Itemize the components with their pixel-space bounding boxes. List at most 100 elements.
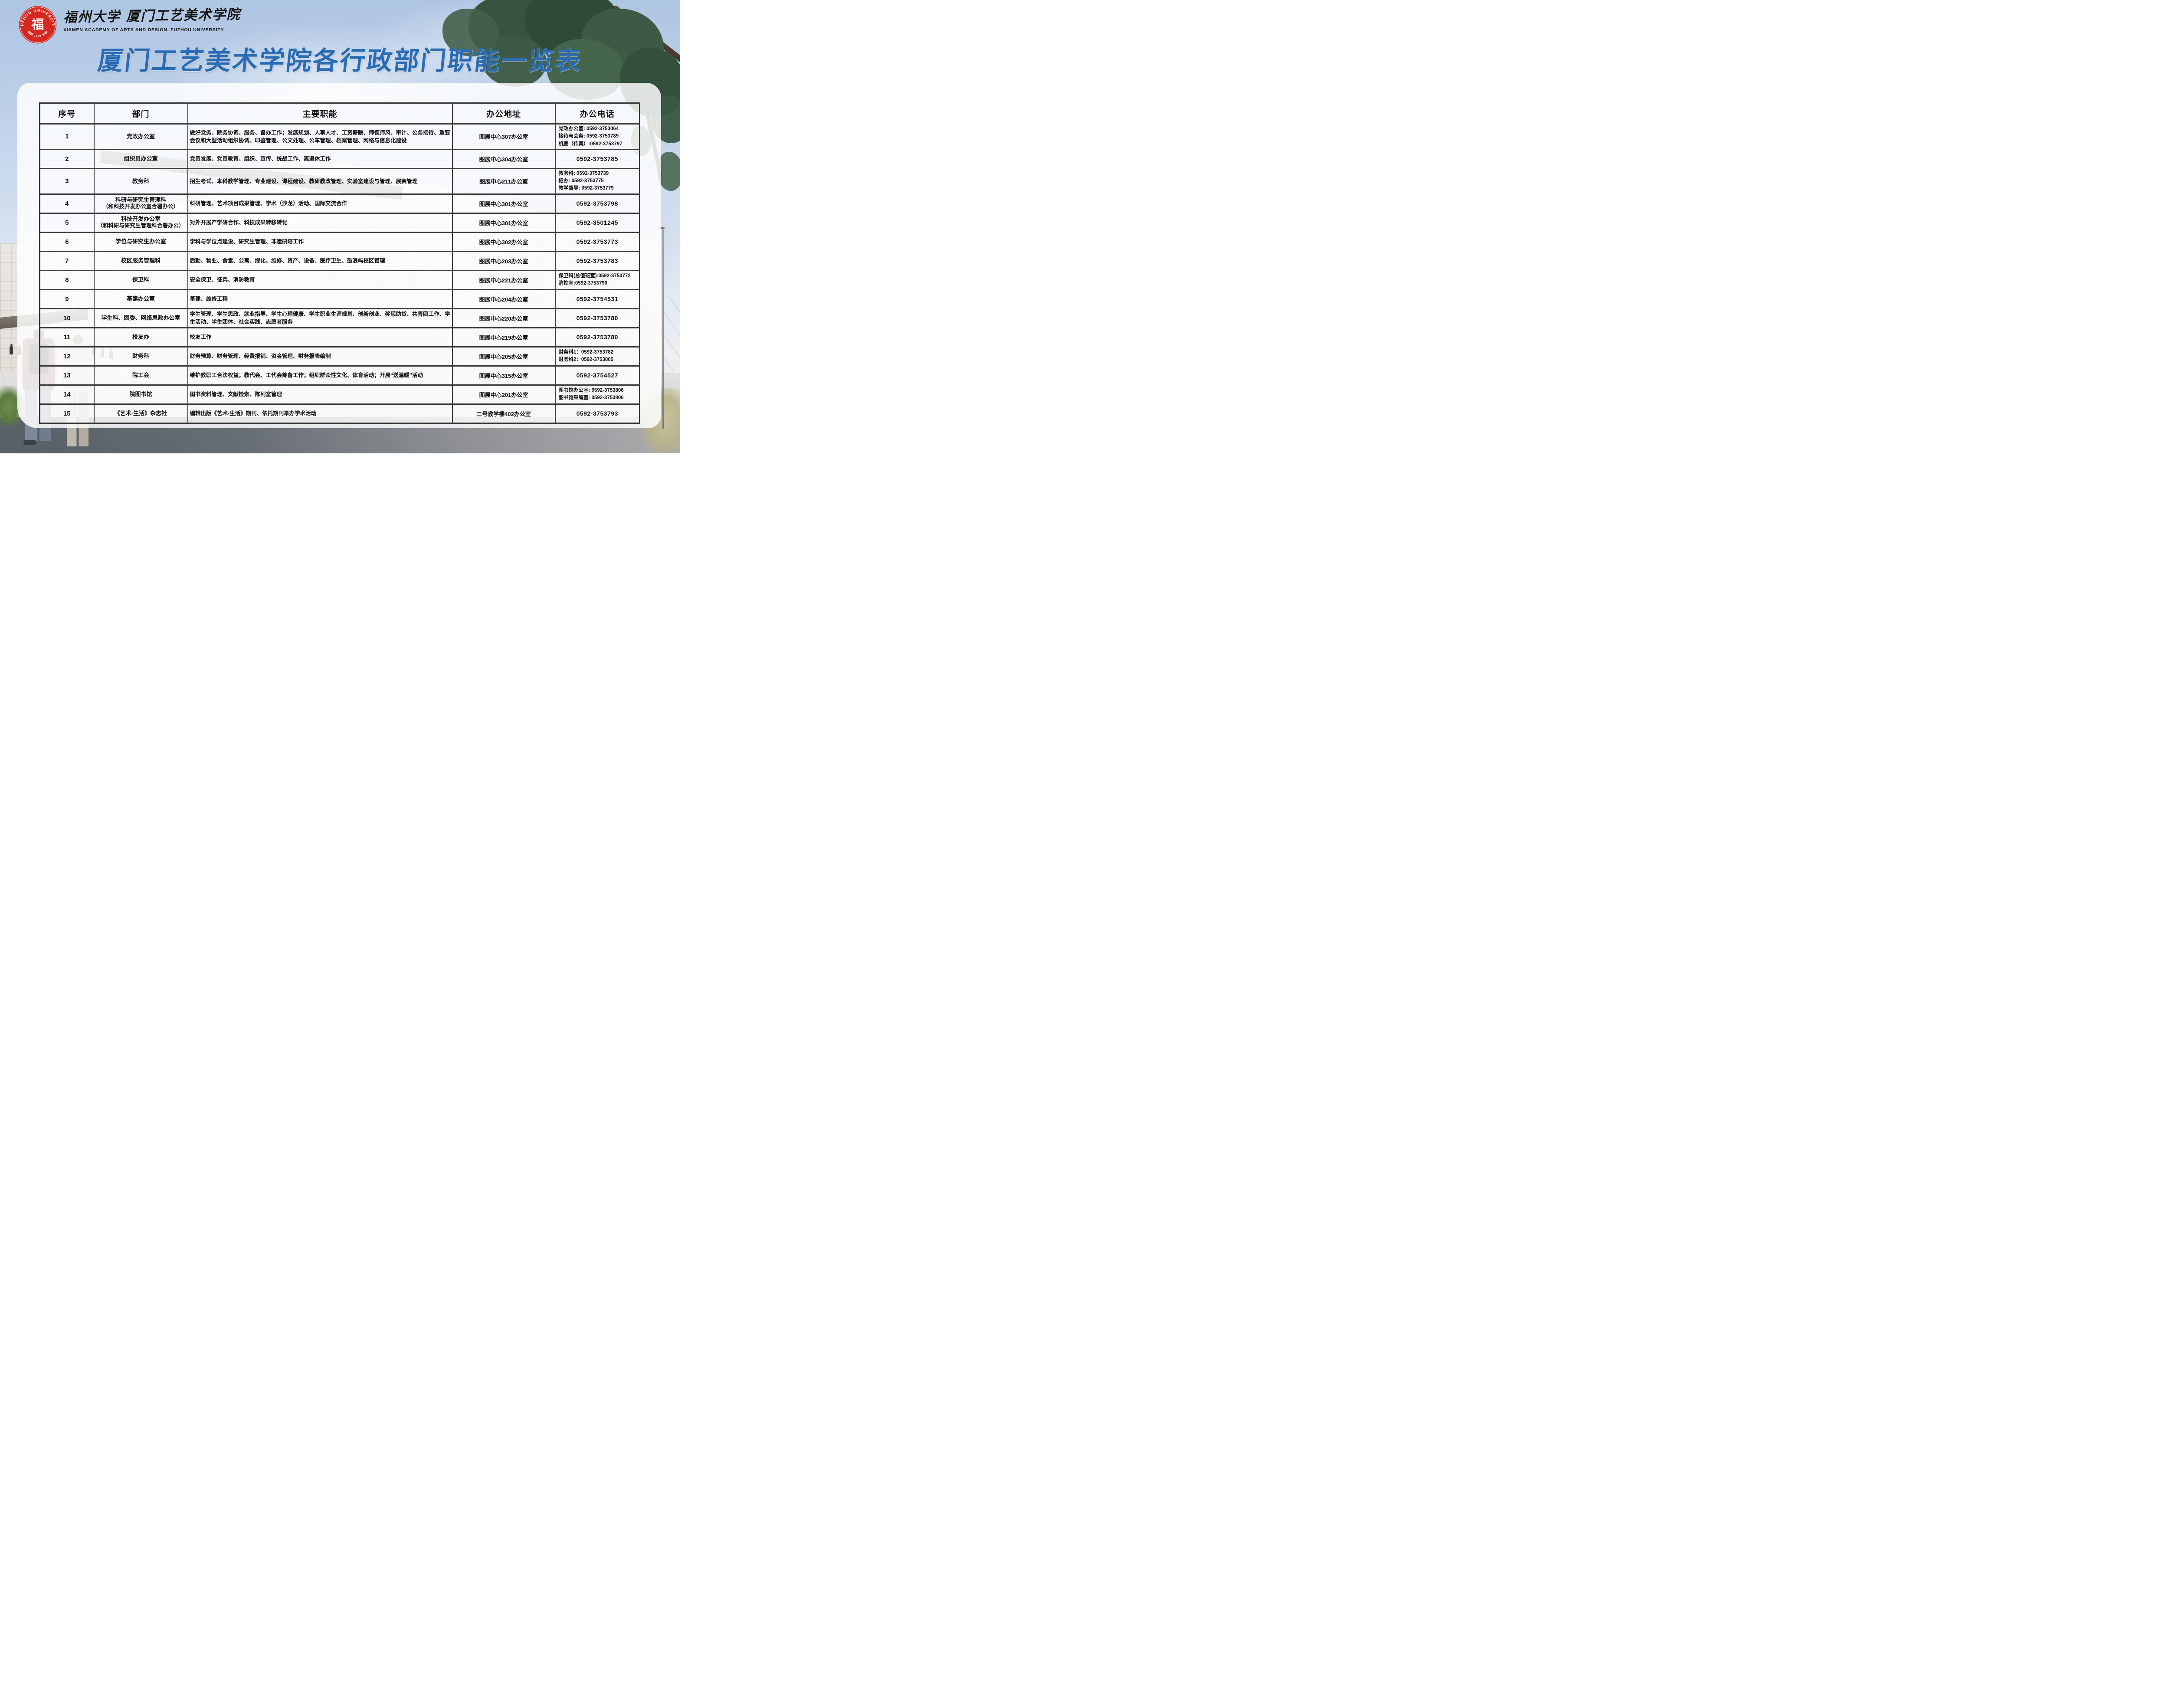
cell-row-number: 10 bbox=[39, 308, 95, 328]
cell-functions: 图书资料管理、文献检索、陈列室管理 bbox=[187, 384, 453, 405]
cell-address: 图展中心315办公室 bbox=[452, 365, 556, 386]
cell-phone: 0592-3753780 bbox=[554, 308, 640, 328]
cell-department: 党政办公室 bbox=[93, 123, 188, 150]
cell-address: 图展中心203办公室 bbox=[452, 250, 556, 271]
cell-row-number: 14 bbox=[39, 384, 95, 405]
poster-title: 厦门工艺美术学院各行政部门职能一览表 bbox=[96, 46, 583, 75]
cell-phone: 0592-3754527 bbox=[554, 365, 640, 386]
cell-address: 图展中心301办公室 bbox=[452, 212, 556, 233]
cell-department: 财务科 bbox=[93, 346, 188, 367]
cell-phone: 0592-3754531 bbox=[554, 288, 640, 309]
cell-phone: 0592-3753785 bbox=[554, 148, 640, 169]
cell-functions: 基建、维修工程 bbox=[187, 288, 453, 309]
cell-functions: 编辑出版《艺术·生活》期刊、依托期刊举办学术活动 bbox=[187, 403, 453, 424]
cell-row-number: 9 bbox=[39, 288, 95, 309]
cell-address: 图展中心204办公室 bbox=[452, 288, 556, 309]
table-row: 10 学生科、团委、网络思政办公室 学生管理、学生思政、就业指导、学生心理健康、学生… bbox=[39, 308, 640, 328]
cell-department: 校友办 bbox=[93, 327, 188, 348]
cell-row-number: 1 bbox=[39, 123, 95, 150]
cell-functions: 党员发展、党员教育、组织、宣传、统战工作、离退休工作 bbox=[187, 148, 453, 169]
department-functions-table: 序号 部门 主要职能 办公地址 办公电话 1 党政办公室 做好党务、院务协调、服务、… bbox=[39, 102, 640, 424]
university-name-calligraphy: 福州大学 厦门工艺美术学院 bbox=[63, 7, 241, 26]
cell-functions: 财务预算、财务管理、经费报销、资金管理、财务报表编制 bbox=[187, 346, 453, 367]
header-row: 序号 部门 主要职能 办公地址 办公电话 bbox=[39, 102, 640, 125]
cell-phone: 0592-3753783 bbox=[554, 250, 640, 271]
lamp-post bbox=[662, 229, 664, 429]
table-row: 9 基建办公室 基建、维修工程 图展中心204办公室 0592-3754531 bbox=[39, 288, 640, 309]
cell-phone: 0592-3501245 bbox=[554, 212, 640, 233]
cell-phone: 保卫科(总值班室):0592-3753772 消控室:0592-3753790 bbox=[554, 269, 640, 290]
table-row: 3 教务科 招生考试、本科教学管理、专业建设、课程建设、教研教改管理、实验室建设与管… bbox=[39, 167, 640, 195]
cell-row-number: 13 bbox=[39, 365, 95, 386]
cell-department: 组织员办公室 bbox=[93, 148, 188, 169]
poster: FUZHOU UNIVERSITY 福州 1958 大学 福 福州大学 厦门工艺… bbox=[0, 0, 680, 453]
university-name-english: XIAMEN ACADEMY OF ARTS AND DESIGN. FUZHO… bbox=[63, 27, 224, 33]
pedestrian bbox=[10, 344, 13, 354]
cell-phone: 图书馆办公室: 0592-3753806 图书馆采编室: 0592-3753806 bbox=[554, 384, 640, 405]
cell-row-number: 6 bbox=[39, 231, 95, 252]
cell-functions: 维护教职工合法权益；教代会、工代会筹备工作；组织群众性文化、体育活动；开展“送温… bbox=[187, 365, 453, 386]
cell-department: 保卫科 bbox=[93, 269, 188, 290]
cell-functions: 科研管理、艺术项目成果管理、学术（沙龙）活动、国际交流合作 bbox=[187, 193, 453, 214]
table-body: 1 党政办公室 做好党务、院务协调、服务、督办工作；发展规划、人事人才、工资薪酬、师… bbox=[39, 123, 640, 424]
col-header-functions: 主要职能 bbox=[187, 102, 453, 125]
cell-row-number: 15 bbox=[39, 403, 95, 424]
table-row: 15 《艺术·生活》杂志社 编辑出版《艺术·生活》期刊、依托期刊举办学术活动 二号教学… bbox=[39, 403, 640, 424]
cell-address: 图展中心201办公室 bbox=[452, 384, 556, 405]
col-header-phone: 办公电话 bbox=[554, 102, 640, 125]
cell-department: 《艺术·生活》杂志社 bbox=[93, 403, 188, 424]
cell-row-number: 8 bbox=[39, 269, 95, 290]
cell-row-number: 11 bbox=[39, 327, 95, 348]
col-header-address: 办公地址 bbox=[452, 102, 556, 125]
tree-top-right bbox=[416, 0, 680, 265]
cell-department: 科技开发办公室 （和科研与研究生管理科合署办公） bbox=[93, 212, 188, 233]
university-seal: FUZHOU UNIVERSITY 福州 1958 大学 福 bbox=[18, 5, 57, 44]
cell-row-number: 4 bbox=[39, 193, 95, 214]
cell-department: 院工会 bbox=[93, 365, 188, 386]
cell-phone: 教务科: 0592-3753739 招办: 0592-3753775 教学督导: 0… bbox=[554, 167, 640, 195]
cell-address: 图展中心219办公室 bbox=[452, 327, 556, 348]
table-row: 8 保卫科 安全保卫、征兵、消防教育 图展中心221办公室 保卫科(总值班室):0592… bbox=[39, 269, 640, 290]
cell-functions: 校友工作 bbox=[187, 327, 453, 348]
cell-row-number: 2 bbox=[39, 148, 95, 169]
cell-address: 二号教学楼402办公室 bbox=[452, 403, 556, 424]
cell-address: 图展中心301办公室 bbox=[452, 193, 556, 214]
cell-address: 图展中心221办公室 bbox=[452, 269, 556, 290]
cell-row-number: 12 bbox=[39, 346, 95, 367]
cell-department: 学位与研究生办公室 bbox=[93, 231, 188, 252]
cell-phone: 0592-3753793 bbox=[554, 403, 640, 424]
cell-row-number: 3 bbox=[39, 167, 95, 195]
cell-department: 基建办公室 bbox=[93, 288, 188, 309]
person-shoe bbox=[23, 440, 36, 445]
cell-functions: 对外开展产学研合作、科技成果转移转化 bbox=[187, 212, 453, 233]
table-card: 序号 部门 主要职能 办公地址 办公电话 1 党政办公室 做好党务、院务协调、服务、… bbox=[17, 83, 661, 428]
header-logo-row: FUZHOU UNIVERSITY 福州 1958 大学 福 福州大学 厦门工艺… bbox=[18, 5, 241, 44]
cell-address: 图展中心302办公室 bbox=[452, 231, 556, 252]
cell-functions: 招生考试、本科教学管理、专业建设、课程建设、教研教改管理、实验室建设与管理、展赛… bbox=[187, 167, 453, 195]
tree-foliage bbox=[442, 9, 499, 56]
cell-department: 校区服务管理科 bbox=[93, 250, 188, 271]
cell-phone: 0592-3753780 bbox=[554, 327, 640, 348]
table-row: 7 校区服务管理科 后勤、物业、食堂、公寓、绿化、维修、资产、设备、医疗卫生、鼓浪屿… bbox=[39, 250, 640, 271]
table-row: 6 学位与研究生办公室 学科与学位点建设、研究生管理、非遗研培工作 图展中心302办公… bbox=[39, 231, 640, 252]
table-row: 13 院工会 维护教职工合法权益；教代会、工代会筹备工作；组织群众性文化、体育活动；… bbox=[39, 365, 640, 386]
cell-address: 图展中心307办公室 bbox=[452, 123, 556, 150]
cell-address: 图展中心211办公室 bbox=[452, 167, 556, 195]
cell-department: 科研与研究生管理科 （和科技开发办公室合署办公） bbox=[93, 193, 188, 214]
cell-address: 图展中心220办公室 bbox=[452, 308, 556, 328]
table-row: 4 科研与研究生管理科 （和科技开发办公室合署办公） 科研管理、艺术项目成果管理、学术… bbox=[39, 193, 640, 214]
cell-phone: 0592-3753773 bbox=[554, 231, 640, 252]
cell-row-number: 5 bbox=[39, 212, 95, 233]
table-row: 5 科技开发办公室 （和科研与研究生管理科合署办公） 对外开展产学研合作、科技成果转移… bbox=[39, 212, 640, 233]
lamp-head bbox=[659, 227, 665, 229]
cell-phone: 党政办公室: 0592-3753064 接待与会务: 0592-3753789 机要… bbox=[554, 123, 640, 150]
cell-row-number: 7 bbox=[39, 250, 95, 271]
cell-department: 院图书馆 bbox=[93, 384, 188, 405]
table-row: 12 财务科 财务预算、财务管理、经费报销、资金管理、财务报表编制 图展中心205办公… bbox=[39, 346, 640, 367]
table-row: 1 党政办公室 做好党务、院务协调、服务、督办工作；发展规划、人事人才、工资薪酬、师… bbox=[39, 123, 640, 150]
cell-functions: 学科与学位点建设、研究生管理、非遗研培工作 bbox=[187, 231, 453, 252]
cell-phone: 财务科1：0592-3753782 财务科2：0592-3753805 bbox=[554, 346, 640, 367]
cell-address: 图展中心205办公室 bbox=[452, 346, 556, 367]
cell-phone: 0592-3753798 bbox=[554, 193, 640, 214]
cell-functions: 学生管理、学生思政、就业指导、学生心理健康、学生职业生涯规划、创新创业、奖惩助贷… bbox=[187, 308, 453, 328]
